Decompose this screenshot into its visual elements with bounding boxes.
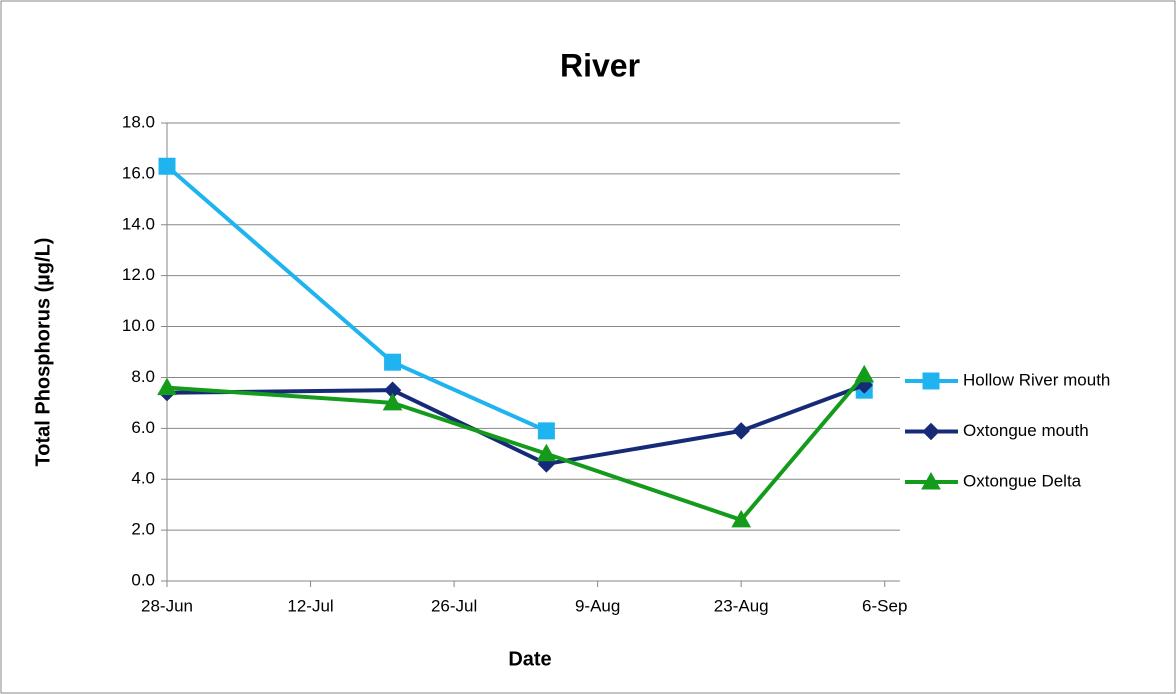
chart-title: River [560, 47, 640, 83]
y-tick-label: 10.0 [122, 316, 155, 335]
legend-marker [922, 372, 940, 390]
x-tick-label: 12-Jul [287, 596, 333, 615]
legend-marker [922, 422, 940, 441]
data-point [731, 509, 752, 528]
y-tick-label: 0.0 [131, 570, 155, 589]
data-point [382, 392, 403, 411]
x-tick-label: 9-Aug [575, 596, 620, 615]
y-tick-label: 4.0 [131, 469, 155, 488]
legend-label: Hollow River mouth [963, 370, 1110, 389]
y-axis-label: Total Phosphorus (µg/L) [32, 238, 54, 467]
x-tick-label: 26-Jul [431, 596, 477, 615]
x-axis-label: Date [508, 648, 551, 670]
data-point [157, 377, 177, 396]
data-point [854, 364, 875, 383]
x-tick-label: 28-Jun [141, 596, 193, 615]
data-point [537, 422, 555, 440]
y-tick-label: 14.0 [122, 214, 155, 233]
y-tick-label: 18.0 [122, 112, 155, 131]
x-tick-label: 6-Sep [862, 596, 907, 615]
y-tick-label: 8.0 [131, 367, 155, 386]
legend-marker [921, 471, 941, 490]
x-tick-label: 23-Aug [714, 596, 769, 615]
data-point [158, 157, 176, 175]
y-tick-label: 16.0 [122, 163, 155, 182]
y-tick-label: 6.0 [131, 418, 155, 437]
y-tick-label: 12.0 [122, 265, 155, 284]
data-point [732, 422, 750, 440]
legend-label: Oxtongue Delta [963, 471, 1082, 490]
data-point [536, 443, 557, 462]
y-tick-label: 2.0 [131, 520, 155, 539]
legend-label: Oxtongue mouth [963, 421, 1089, 440]
data-point [384, 353, 402, 371]
